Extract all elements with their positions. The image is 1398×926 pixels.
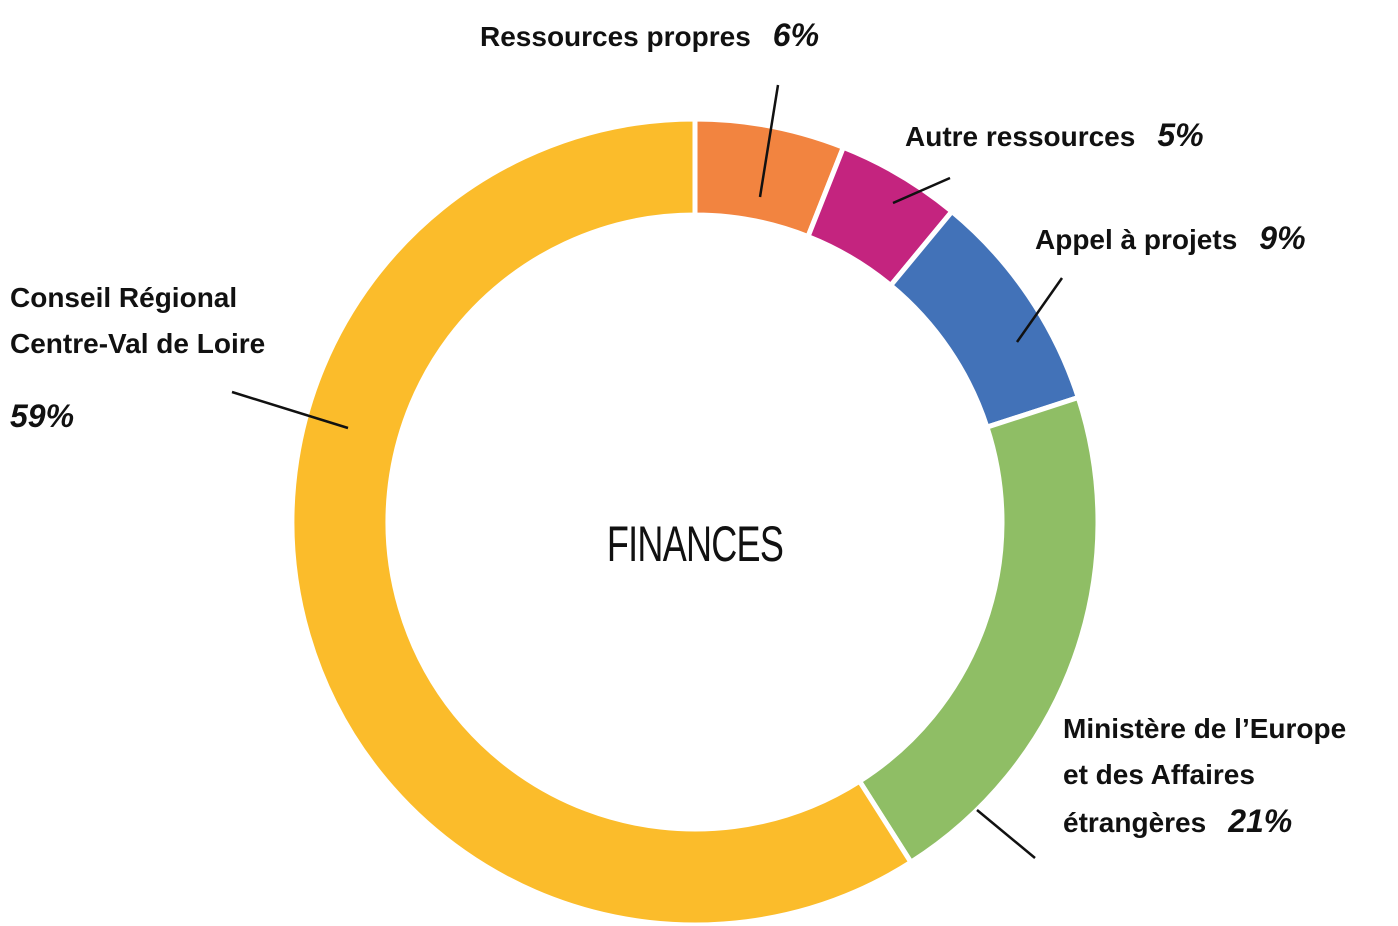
category-label: Conseil Régional Centre-Val de Loire (10, 282, 266, 359)
category-label: Ressources propres (480, 21, 751, 52)
chart-title: FINANCES (606, 516, 784, 572)
leader-line (1015, 277, 1064, 343)
value-label: 6% (772, 17, 820, 53)
leader-line (976, 809, 1036, 859)
value-label: 5% (1157, 117, 1204, 153)
slice-label: Appel à projets 9% (1035, 215, 1306, 263)
slice (289, 116, 915, 926)
value-label: 21% (1228, 803, 1293, 839)
slice-label: Autre ressources 5% (905, 112, 1204, 160)
slice-label: Ministère de l’Europe et des Affaires ét… (1063, 706, 1346, 846)
value-label: 9% (1259, 220, 1306, 256)
category-label: Ministère de l’Europe et des Affaires ét… (1063, 713, 1347, 838)
leader-line (231, 390, 349, 430)
category-label: Appel à projets (1035, 224, 1238, 255)
slice-label: Conseil Régional Centre-Val de Loire 59% (10, 275, 265, 439)
leader-line (892, 176, 951, 205)
value-label: 59% (10, 398, 75, 434)
category-label: Autre ressources (905, 121, 1136, 152)
slice-label: Ressources propres 6% (480, 12, 819, 60)
leader-line (758, 84, 780, 198)
